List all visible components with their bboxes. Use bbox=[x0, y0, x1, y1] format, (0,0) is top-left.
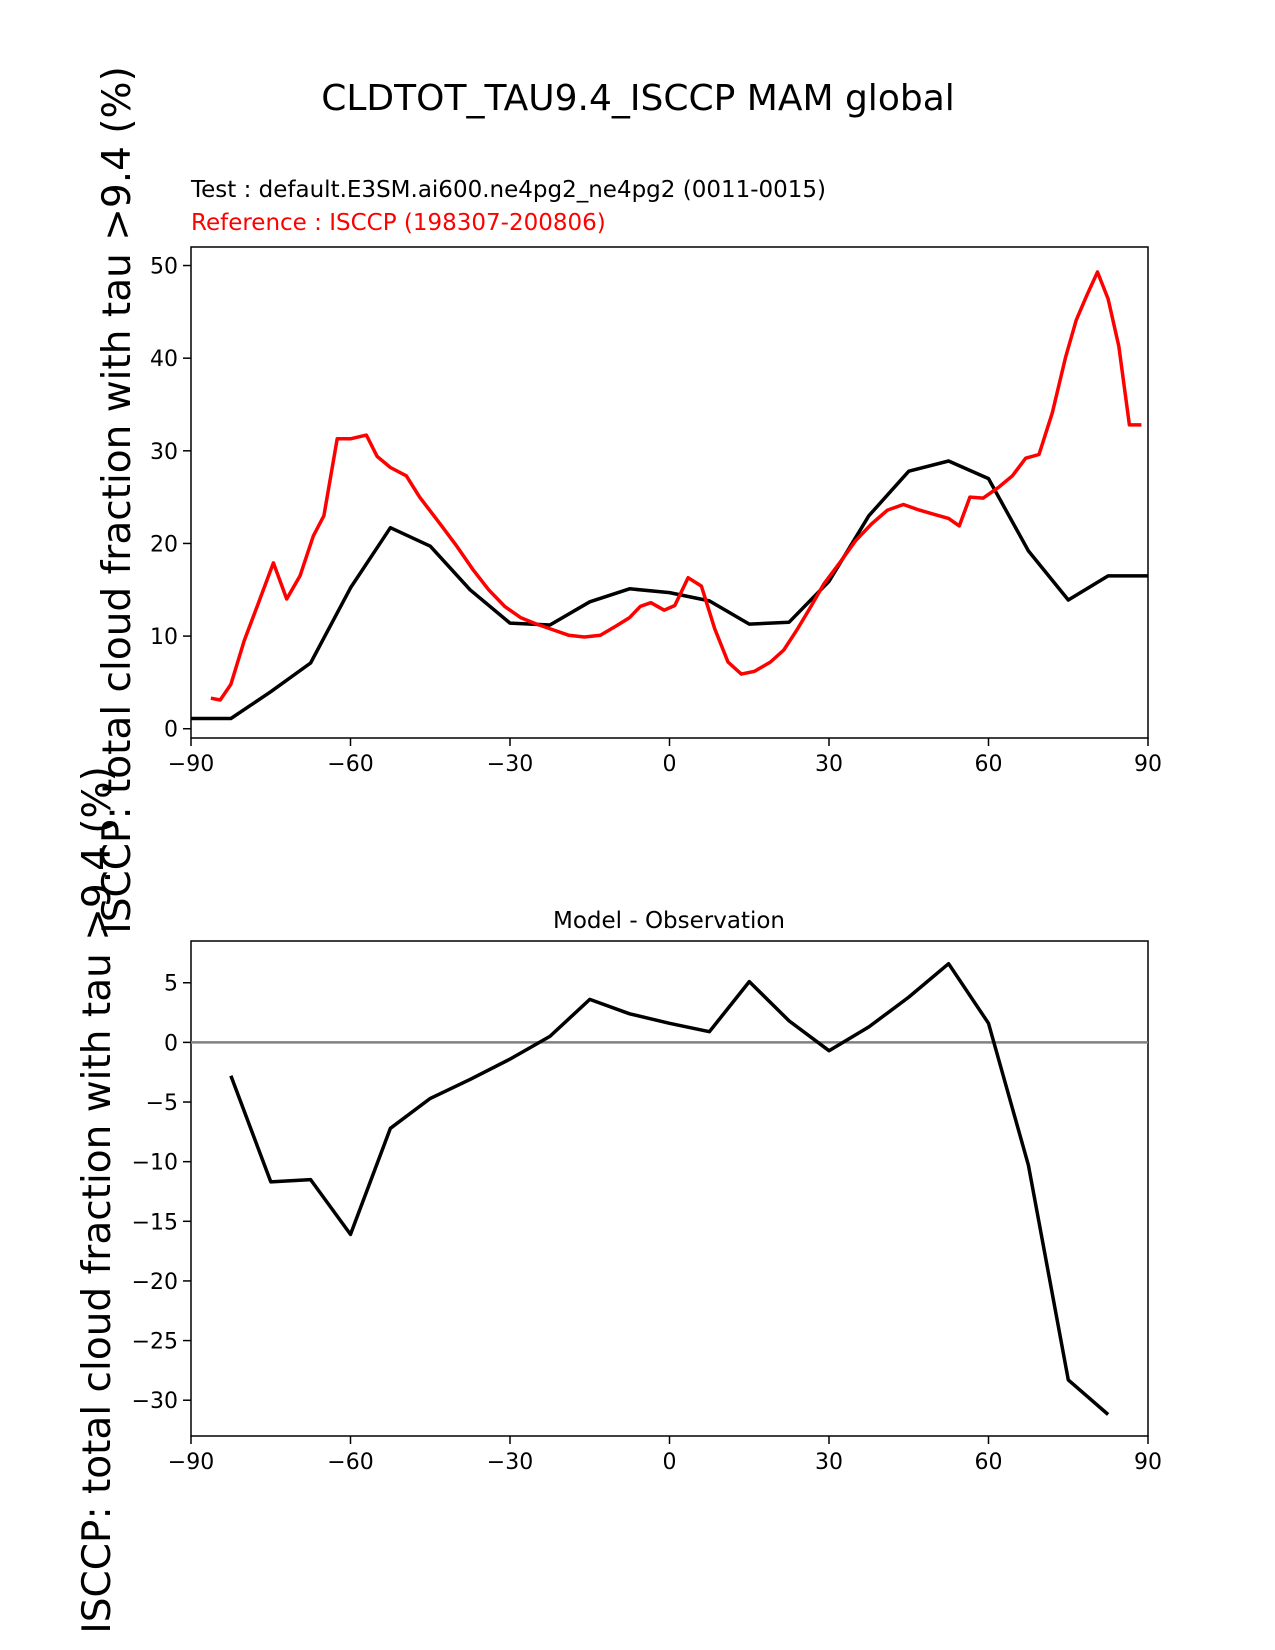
test-label: Test : default.E3SM.ai600.ne4pg2_ne4pg2 … bbox=[190, 177, 826, 203]
bottom-panel: −90 −60 −30 0 30 60 90 −30 −25 −20 −15 −10 −5 0 5 bbox=[132, 940, 1162, 1475]
bottom-ytick-label: −10 bbox=[132, 1151, 178, 1176]
bottom-xtick-label: 0 bbox=[663, 1450, 677, 1475]
bottom-xtick-label: −60 bbox=[327, 1450, 373, 1475]
bottom-xtick-label: 60 bbox=[975, 1450, 1003, 1475]
top-xtick-label: 60 bbox=[975, 752, 1003, 777]
top-ytick-label: 30 bbox=[150, 440, 178, 465]
figure-title: CLDTOT_TAU9.4_ISCCP MAM global bbox=[321, 78, 955, 119]
bottom-ytick-label: −25 bbox=[132, 1330, 178, 1355]
top-xtick-label: 0 bbox=[663, 752, 677, 777]
bottom-series-difference bbox=[229, 961, 1110, 1416]
bottom-ytick-label: −20 bbox=[132, 1270, 178, 1295]
top-series-test bbox=[191, 459, 1148, 721]
bottom-xtick-label: −30 bbox=[487, 1450, 533, 1475]
bottom-panel-ylabel: ISCCP: total cloud fraction with tau >9.… bbox=[75, 766, 120, 1634]
top-ytick-label: 40 bbox=[150, 347, 178, 372]
bottom-ytick-label: −15 bbox=[132, 1210, 178, 1235]
bottom-ytick-label: −30 bbox=[132, 1389, 178, 1414]
top-xtick-label: −60 bbox=[327, 752, 373, 777]
top-panel: −90 −60 −30 0 30 60 90 0 10 20 30 40 50 bbox=[150, 246, 1162, 777]
bottom-xtick-label: −90 bbox=[168, 1450, 214, 1475]
top-xtick-label: 90 bbox=[1134, 752, 1162, 777]
top-panel-ylabel: ISCCP: total cloud fraction with tau >9.… bbox=[95, 66, 140, 934]
top-ytick-label: 10 bbox=[150, 625, 178, 650]
bottom-ytick-label: 5 bbox=[164, 972, 178, 997]
top-ytick-label: 0 bbox=[164, 718, 178, 743]
top-xtick-label: 30 bbox=[815, 752, 843, 777]
top-ytick-label: 50 bbox=[150, 255, 178, 280]
top-ytick-label: 20 bbox=[150, 532, 178, 557]
reference-label: Reference : ISCCP (198307-200806) bbox=[191, 210, 606, 236]
bottom-xtick-label: 30 bbox=[815, 1450, 843, 1475]
bottom-ytick-label: −5 bbox=[146, 1091, 178, 1116]
bottom-ytick-label: 0 bbox=[164, 1031, 178, 1056]
bottom-panel-title: Model - Observation bbox=[553, 908, 785, 934]
top-xtick-label: −90 bbox=[168, 752, 214, 777]
top-xtick-label: −30 bbox=[487, 752, 533, 777]
bottom-xtick-label: 90 bbox=[1134, 1450, 1162, 1475]
top-series-reference bbox=[210, 270, 1142, 702]
